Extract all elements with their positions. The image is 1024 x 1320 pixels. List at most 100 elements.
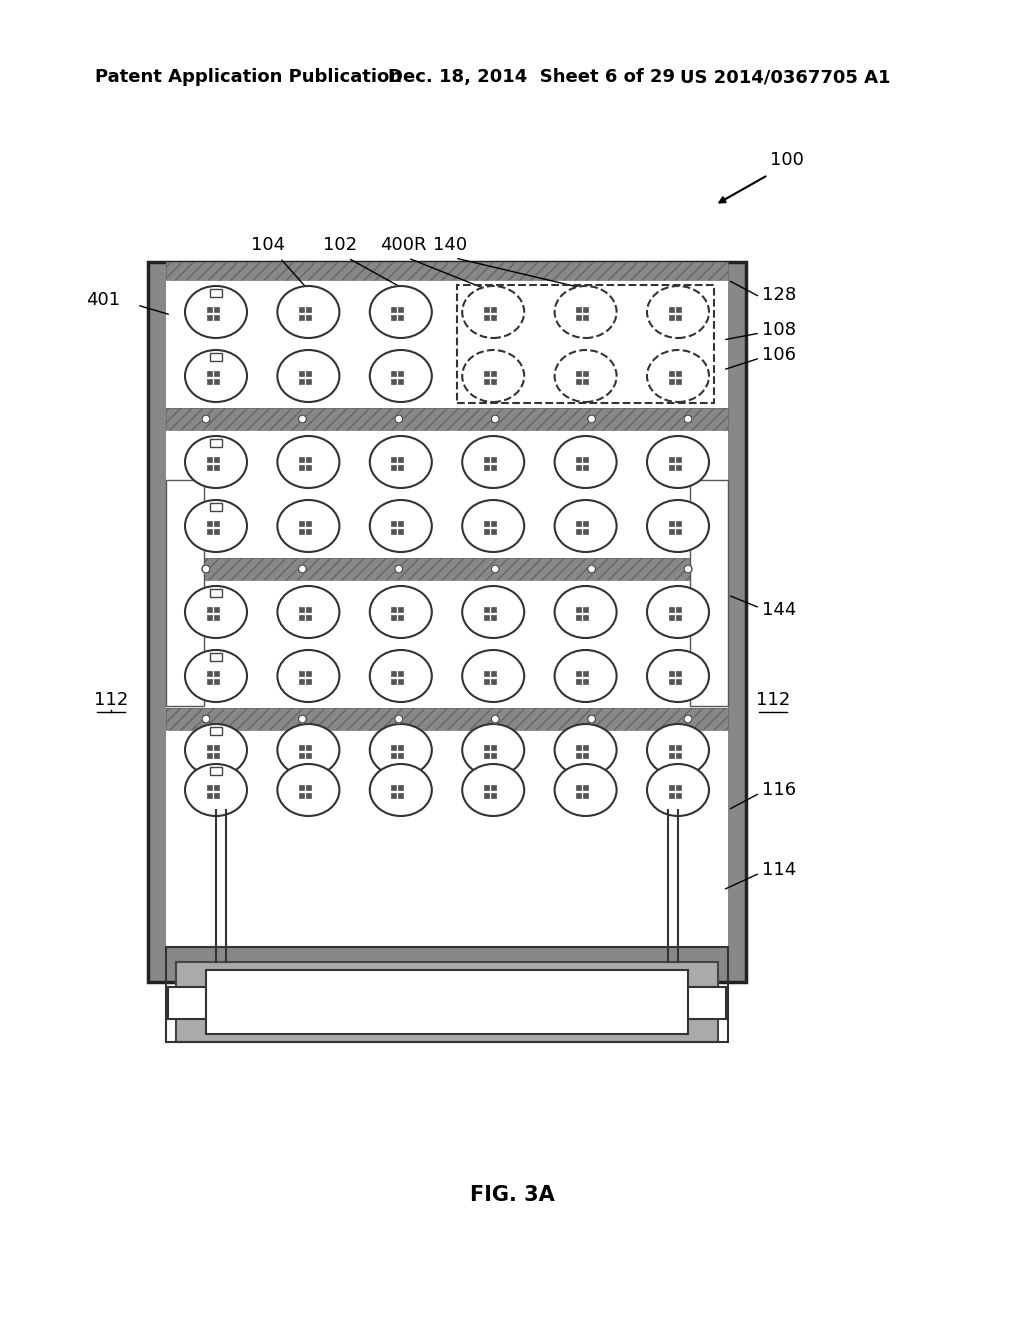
Text: US 2014/0367705 A1: US 2014/0367705 A1 [680, 69, 891, 86]
Ellipse shape [555, 723, 616, 776]
Bar [207, 457, 212, 462]
Ellipse shape [462, 764, 524, 816]
Bar [398, 615, 403, 619]
Bar [306, 457, 311, 462]
Bar [583, 678, 588, 684]
Bar [669, 371, 674, 375]
Ellipse shape [462, 649, 524, 702]
Bar [398, 371, 403, 375]
Bar [676, 379, 681, 384]
Bar [676, 792, 681, 797]
Bar [306, 371, 311, 375]
Bar [207, 671, 212, 676]
Bar [213, 528, 218, 533]
Ellipse shape [278, 286, 339, 338]
Bar [207, 752, 212, 758]
Bar [299, 306, 304, 312]
Bar [391, 314, 396, 319]
Bar [391, 528, 396, 533]
Bar [299, 528, 304, 533]
Circle shape [684, 414, 692, 422]
Circle shape [588, 414, 596, 422]
Ellipse shape [555, 436, 616, 488]
Bar [583, 752, 588, 758]
Bar [213, 615, 218, 619]
Bar [166, 280, 728, 964]
Bar [391, 465, 396, 470]
Bar [391, 379, 396, 384]
Ellipse shape [555, 586, 616, 638]
Bar [583, 314, 588, 319]
Bar [391, 678, 396, 684]
Bar [676, 615, 681, 619]
Bar [148, 261, 746, 982]
Bar [577, 457, 581, 462]
Bar [166, 558, 728, 579]
Bar [583, 606, 588, 611]
Bar [490, 752, 496, 758]
Bar [213, 678, 218, 684]
Bar [577, 306, 581, 312]
Bar [391, 744, 396, 750]
Bar [207, 615, 212, 619]
Bar [306, 792, 311, 797]
Text: 400R: 400R [380, 236, 426, 253]
Bar [166, 946, 728, 1041]
Bar [213, 371, 218, 375]
Ellipse shape [185, 350, 247, 403]
Bar [676, 371, 681, 375]
Bar [398, 457, 403, 462]
Ellipse shape [278, 764, 339, 816]
Bar [669, 678, 674, 684]
Bar [299, 792, 304, 797]
Bar [210, 767, 222, 775]
Bar [676, 520, 681, 525]
Ellipse shape [370, 286, 432, 338]
Ellipse shape [462, 436, 524, 488]
Bar [207, 792, 212, 797]
Bar [669, 306, 674, 312]
Text: 110: 110 [430, 993, 464, 1011]
Bar [210, 289, 222, 297]
Bar [299, 314, 304, 319]
Bar [166, 708, 728, 730]
Bar [299, 615, 304, 619]
Bar [166, 946, 728, 964]
Bar [210, 727, 222, 735]
Bar [490, 465, 496, 470]
Bar [391, 371, 396, 375]
Bar [669, 465, 674, 470]
Bar [299, 371, 304, 375]
Bar [676, 465, 681, 470]
Bar [391, 306, 396, 312]
Bar [207, 520, 212, 525]
Bar [676, 528, 681, 533]
Bar [483, 615, 488, 619]
Text: 112: 112 [756, 690, 791, 709]
Bar [306, 465, 311, 470]
Bar [166, 261, 728, 280]
Bar [299, 784, 304, 789]
Bar [398, 606, 403, 611]
Bar [207, 784, 212, 789]
Text: 106: 106 [762, 346, 796, 364]
Bar [483, 457, 488, 462]
Bar [483, 379, 488, 384]
Bar [306, 671, 311, 676]
Bar [483, 306, 488, 312]
Bar [398, 678, 403, 684]
Bar [398, 792, 403, 797]
Bar [490, 379, 496, 384]
Bar [299, 606, 304, 611]
Ellipse shape [555, 286, 616, 338]
Bar [583, 528, 588, 533]
Ellipse shape [555, 649, 616, 702]
Text: 102: 102 [323, 236, 357, 253]
Bar [483, 371, 488, 375]
Circle shape [492, 565, 500, 573]
Text: 104: 104 [251, 236, 285, 253]
Bar [577, 671, 581, 676]
Ellipse shape [278, 500, 339, 552]
Circle shape [395, 565, 402, 573]
Ellipse shape [555, 764, 616, 816]
